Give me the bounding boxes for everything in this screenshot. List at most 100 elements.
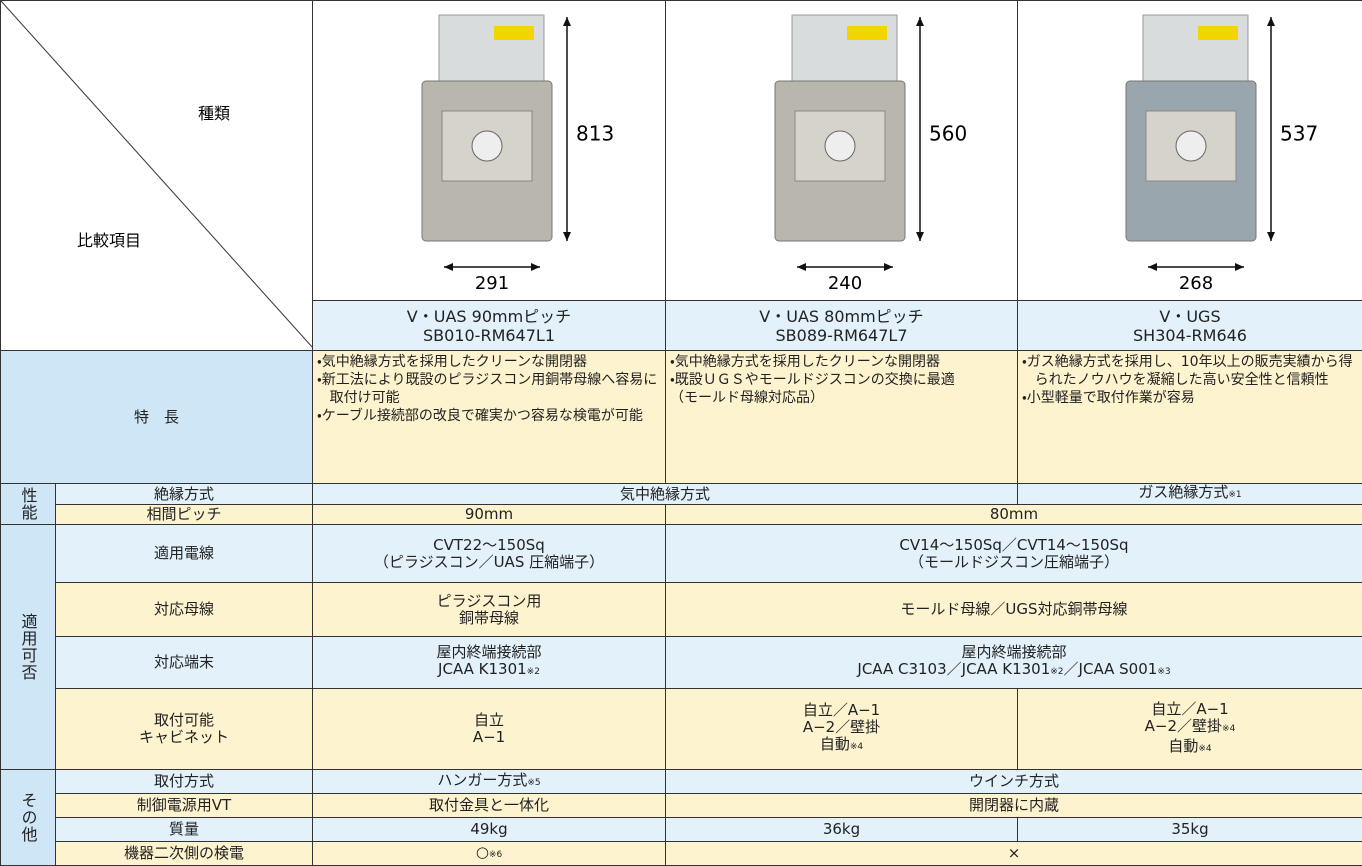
value-text: 自動 xyxy=(820,735,850,753)
value-text: 49kg xyxy=(470,820,507,838)
feature-item: ・既設ＵＧＳやモールドジスコンの交換に最適 xyxy=(670,371,1011,389)
value-line: 49kg xyxy=(313,821,665,838)
row-label: 絶縁方式 xyxy=(56,484,313,505)
value-cell: × xyxy=(666,842,1362,866)
value-line: A−1 xyxy=(313,729,665,746)
arrow-head xyxy=(1148,263,1157,271)
footnote-mark: ※4 xyxy=(850,742,863,752)
device-dial xyxy=(472,131,502,161)
arrow-head xyxy=(444,263,453,271)
value-cell: CVT22〜150Sq（ピラジスコン／UAS 圧縮端子） xyxy=(313,525,666,583)
row-label: 取付可能キャビネット xyxy=(56,689,313,770)
footnote-mark: ※5 xyxy=(527,778,540,788)
value-line: 自立 xyxy=(313,712,665,729)
footnote-mark: ※4 xyxy=(1198,744,1211,754)
value-cell: 取付金具と一体化 xyxy=(313,794,666,818)
row-label: 取付方式 xyxy=(56,770,313,794)
value-text: 自立／A−1 xyxy=(1151,700,1228,718)
value-text: A−2／壁掛 xyxy=(803,718,880,736)
dimension-height: 813 xyxy=(576,122,614,146)
row-label-line: 対応端末 xyxy=(56,654,312,671)
row-label-line: 取付方式 xyxy=(56,773,312,790)
value-line: 自動※4 xyxy=(666,736,1017,756)
table-row: 対応母線ピラジスコン用銅帯母線モールド母線／UGS対応銅帯母線 xyxy=(1,583,1362,637)
value-cell: ウインチ方式 xyxy=(666,770,1362,794)
value-text: × xyxy=(1008,844,1021,862)
footnote-mark: ※2 xyxy=(527,667,540,677)
feature-item: ・ガス絶縁方式を採用し、10年以上の販売実績から得られたノウハウを凝縮した高い安… xyxy=(1022,353,1356,389)
product-drawing: 813 291 xyxy=(314,1,664,296)
value-text: 開閉器に内蔵 xyxy=(969,796,1059,814)
value-line: CV14〜150Sq／CVT14〜150Sq xyxy=(666,537,1362,554)
arrow-head xyxy=(563,17,571,26)
header-label: 比較項目 xyxy=(77,231,141,250)
value-cell: 気中絶縁方式 xyxy=(313,484,1018,505)
value-line: 銅帯母線 xyxy=(313,610,665,627)
value-text: ハンガー方式 xyxy=(437,771,527,789)
value-line: 気中絶縁方式 xyxy=(313,486,1017,503)
value-text: A−1 xyxy=(473,728,505,746)
row-label-line: 取付可能 xyxy=(56,712,312,729)
device-plate xyxy=(792,15,897,85)
value-line: （モールドジスコン圧縮端子） xyxy=(666,554,1362,571)
value-line: ウインチ方式 xyxy=(666,773,1362,790)
features-cell: ・ガス絶縁方式を採用し、10年以上の販売実績から得られたノウハウを凝縮した高い安… xyxy=(1018,351,1362,484)
features-cell: ・気中絶縁方式を採用したクリーンな開閉器・既設ＵＧＳやモールドジスコンの交換に最… xyxy=(666,351,1018,484)
dimension-width: 268 xyxy=(1179,273,1213,294)
value-line: 屋内終端接続部 xyxy=(666,644,1362,661)
value-cell: モールド母線／UGS対応銅帯母線 xyxy=(666,583,1362,637)
value-text: 35kg xyxy=(1171,820,1208,838)
row-label: 質量 xyxy=(56,818,313,842)
arrow-head xyxy=(1267,232,1275,241)
row-label: 対応母線 xyxy=(56,583,313,637)
dimension-width: 291 xyxy=(475,273,509,294)
footnote-mark: ※2 xyxy=(1050,667,1063,677)
header-label: 種類 xyxy=(198,104,230,123)
value-text: ウインチ方式 xyxy=(969,772,1059,790)
model-name: V・UAS 80mmピッチ xyxy=(666,307,1017,326)
device-label xyxy=(847,26,887,40)
footnote-mark: ※6 xyxy=(489,850,502,860)
value-text: CVT22〜150Sq xyxy=(433,536,545,554)
value-text: 気中絶縁方式 xyxy=(620,485,710,503)
row-label-line: 対応母線 xyxy=(56,601,312,618)
arrow-head xyxy=(531,263,540,271)
value-line: （ピラジスコン／UAS 圧縮端子） xyxy=(313,554,665,571)
table-row: 質量 49kg 36kg 35kg xyxy=(1,818,1362,842)
group-label: 適用可否 xyxy=(1,525,56,770)
footnote-mark: ※3 xyxy=(1157,667,1170,677)
value-text: CV14〜150Sq／CVT14〜150Sq xyxy=(899,536,1128,554)
features-cell: ・気中絶縁方式を採用したクリーンな開閉器・新工法により既設のピラジスコン用銅帯母… xyxy=(313,351,666,484)
device-dial xyxy=(825,131,855,161)
arrow-head xyxy=(916,17,924,26)
row-label-line: 機器二次側の検電 xyxy=(56,845,312,862)
value-text: ガス絶縁方式 xyxy=(1138,484,1228,502)
model-code: SB010-RM647L1 xyxy=(313,326,665,345)
arrow-head xyxy=(884,263,893,271)
value-text: ／JCAA S001 xyxy=(1064,660,1158,678)
row-label: 適用電線 xyxy=(56,525,313,583)
value-line: 90mm xyxy=(313,506,665,523)
value-text: ○ xyxy=(476,843,489,861)
value-cell: ガス絶縁方式※1 xyxy=(1018,484,1362,505)
group-label: 性能 xyxy=(1,484,56,525)
value-cell: 90mm xyxy=(313,505,666,525)
value-text: 36kg xyxy=(823,820,860,838)
arrow-head xyxy=(916,232,924,241)
